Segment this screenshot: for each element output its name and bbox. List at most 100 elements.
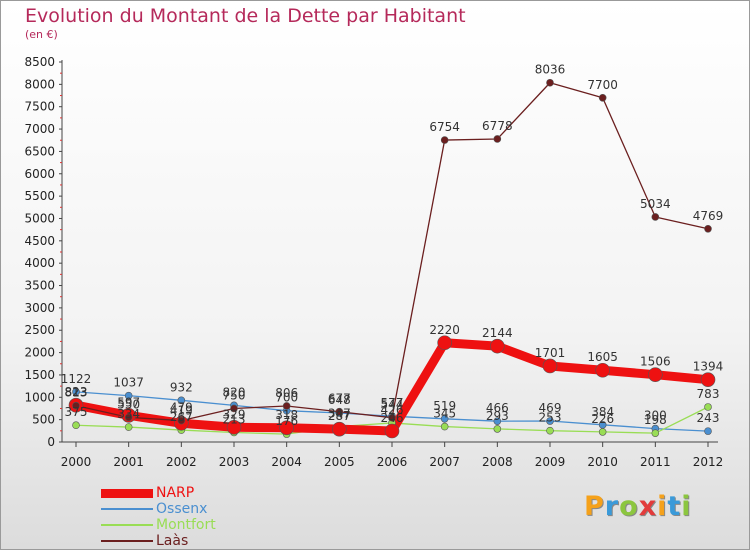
data-label-montfort: 253 xyxy=(539,411,562,425)
y-tick-label: 2000 xyxy=(24,346,55,360)
data-label-ossenx: 300 xyxy=(644,409,667,423)
data-label-ossenx: 577 xyxy=(381,396,404,410)
y-tick-label: 500 xyxy=(32,413,55,427)
data-label-la-s: 813 xyxy=(65,386,88,400)
data-label-la-s: 6754 xyxy=(429,120,460,134)
data-point-la-s xyxy=(598,93,607,102)
data-label-narp: 1605 xyxy=(587,350,618,364)
data-label-la-s: 8036 xyxy=(535,63,566,77)
chart-unit-label: (en €) xyxy=(25,28,58,41)
data-label-narp: 2220 xyxy=(429,323,460,337)
y-tick-label: 7000 xyxy=(24,122,55,136)
data-label-narp: 2144 xyxy=(482,326,513,340)
data-label-la-s: 4769 xyxy=(693,209,724,223)
data-label-narp: 597 xyxy=(117,395,140,409)
data-point-la-s xyxy=(440,136,449,144)
brand-letter: x xyxy=(638,491,658,522)
data-point-ossenx xyxy=(72,388,80,396)
y-tick-label: 4500 xyxy=(24,234,55,248)
y-tick-label: 8000 xyxy=(24,77,55,91)
x-tick-label: 2000 xyxy=(61,455,92,469)
brand-letter: P xyxy=(584,491,605,522)
legend-label: Laàs xyxy=(156,533,189,549)
x-tick-label: 2012 xyxy=(693,455,724,469)
data-label-montfort: 426 xyxy=(381,403,404,417)
data-label-montfort: 375 xyxy=(65,405,88,419)
data-point-la-s xyxy=(335,407,344,416)
data-point-ossenx xyxy=(440,414,449,423)
chart-title: Evolution du Montant de la Dette par Hab… xyxy=(25,5,466,27)
data-label-narp: 823 xyxy=(65,385,88,399)
x-tick-label: 2010 xyxy=(587,455,618,469)
data-label-la-s: 544 xyxy=(381,398,404,412)
y-tick-label: 5500 xyxy=(24,189,55,203)
data-label-montfort: 783 xyxy=(697,387,720,401)
data-point-narp xyxy=(226,419,242,435)
y-tick-label: 5000 xyxy=(24,211,55,225)
legend-swatch xyxy=(101,524,153,526)
data-label-narp: 287 xyxy=(328,409,351,423)
data-point-montfort xyxy=(598,428,607,436)
legend-item-ossenx: Ossenx xyxy=(101,501,216,517)
brand-letter: r xyxy=(604,491,620,522)
data-label-la-s: 7700 xyxy=(587,78,618,92)
data-point-la-s xyxy=(546,78,554,87)
data-label-ossenx: 1122 xyxy=(61,372,92,386)
legend-label: NARP xyxy=(156,485,195,501)
data-point-narp xyxy=(279,420,294,436)
data-label-montfort: 226 xyxy=(591,412,614,426)
data-point-la-s xyxy=(651,213,660,221)
y-tick-label: 1500 xyxy=(24,368,55,382)
data-label-montfort: 334 xyxy=(117,407,140,421)
legend-item-la-s: Laàs xyxy=(101,533,216,549)
data-point-montfort xyxy=(124,423,133,431)
chart-legend: NARP Ossenx Montfort Laàs xyxy=(101,485,216,549)
y-tick-label: 8500 xyxy=(24,55,55,69)
data-point-narp xyxy=(490,338,505,354)
data-label-narp: 1506 xyxy=(640,355,671,369)
data-point-narp xyxy=(542,358,558,374)
data-label-ossenx: 700 xyxy=(275,391,298,405)
data-label-montfort: 293 xyxy=(486,409,509,423)
data-label-montfort: 347 xyxy=(328,406,351,420)
data-point-montfort xyxy=(704,403,712,411)
data-point-montfort xyxy=(546,426,554,435)
legend-swatch xyxy=(101,508,153,510)
x-tick-label: 2004 xyxy=(271,455,302,469)
legend-label: Montfort xyxy=(156,517,216,533)
data-point-la-s xyxy=(177,416,186,425)
x-tick-label: 2009 xyxy=(535,455,566,469)
x-tick-label: 2008 xyxy=(482,455,513,469)
data-label-la-s: 550 xyxy=(117,397,140,411)
data-label-ossenx: 466 xyxy=(486,401,509,415)
data-label-la-s: 5034 xyxy=(640,197,671,211)
x-tick-label: 2003 xyxy=(219,455,250,469)
data-label-ossenx: 648 xyxy=(328,393,351,407)
data-point-montfort xyxy=(72,421,80,430)
data-label-narp: 1701 xyxy=(535,346,566,360)
x-tick-label: 2011 xyxy=(640,455,671,469)
data-label-la-s: 6778 xyxy=(482,119,513,133)
y-tick-label: 1000 xyxy=(24,390,55,404)
brand-logo: Proxiti xyxy=(584,491,692,522)
data-point-montfort xyxy=(493,425,502,433)
legend-swatch xyxy=(101,540,153,542)
data-label-narp: 1394 xyxy=(693,360,724,374)
data-label-ossenx: 519 xyxy=(433,399,456,413)
brand-letter: o xyxy=(619,491,639,522)
data-label-montfort: 176 xyxy=(275,414,298,428)
data-point-ossenx xyxy=(124,391,133,400)
x-tick-label: 2002 xyxy=(166,455,197,469)
data-label-ossenx: 243 xyxy=(697,411,720,425)
x-tick-label: 2001 xyxy=(113,455,144,469)
data-label-la-s: 806 xyxy=(275,386,298,400)
data-point-la-s xyxy=(493,135,502,143)
y-tick-label: 7500 xyxy=(24,100,55,114)
brand-letter: t xyxy=(667,491,682,522)
data-point-la-s xyxy=(388,413,396,422)
data-point-ossenx xyxy=(546,417,554,425)
y-tick-label: 3500 xyxy=(24,279,55,293)
x-tick-label: 2007 xyxy=(429,455,460,469)
